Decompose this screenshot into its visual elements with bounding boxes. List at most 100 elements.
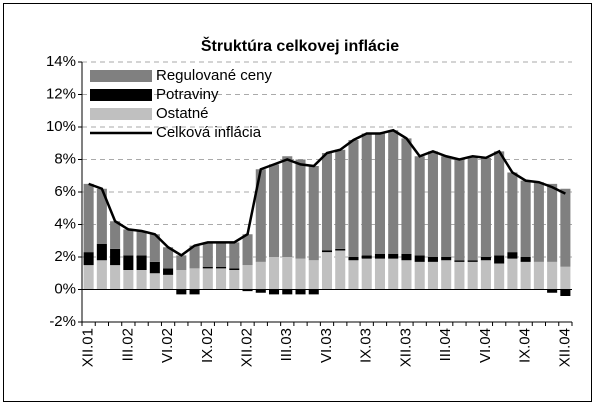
bar bbox=[388, 253, 399, 259]
bar bbox=[547, 183, 558, 262]
legend-label: Ostatné bbox=[156, 105, 209, 122]
bar bbox=[467, 156, 478, 261]
bar bbox=[282, 156, 293, 257]
bar bbox=[176, 289, 187, 295]
bar bbox=[494, 151, 505, 256]
bar bbox=[202, 266, 213, 269]
bar bbox=[533, 182, 544, 262]
bar bbox=[467, 260, 478, 262]
bar bbox=[348, 257, 359, 261]
bar bbox=[136, 255, 147, 270]
bar bbox=[414, 261, 425, 290]
bar bbox=[520, 180, 531, 257]
bar bbox=[149, 261, 160, 274]
bar bbox=[547, 261, 558, 290]
bar bbox=[83, 183, 94, 253]
bar bbox=[242, 234, 253, 266]
bar bbox=[361, 255, 372, 259]
bar bbox=[255, 169, 266, 262]
bar bbox=[520, 257, 531, 262]
bar bbox=[441, 156, 452, 257]
bar bbox=[110, 248, 121, 266]
bar bbox=[216, 266, 227, 269]
bar bbox=[268, 289, 280, 295]
bar bbox=[388, 258, 399, 290]
bar bbox=[507, 172, 518, 253]
bar bbox=[441, 260, 452, 290]
bar bbox=[189, 268, 200, 290]
bar bbox=[414, 255, 425, 262]
bar bbox=[427, 151, 438, 257]
bar bbox=[136, 231, 147, 256]
bar bbox=[255, 289, 266, 293]
bar bbox=[454, 261, 465, 290]
bar bbox=[229, 270, 240, 290]
x-tick-label: III.04 bbox=[437, 328, 454, 361]
bar bbox=[441, 257, 452, 261]
bar bbox=[123, 270, 134, 290]
bar bbox=[321, 252, 333, 290]
bar bbox=[83, 252, 94, 266]
bar bbox=[282, 289, 293, 295]
bar bbox=[229, 268, 240, 270]
bar bbox=[295, 159, 306, 259]
line bbox=[88, 128, 566, 257]
y-tick-label: -2% bbox=[49, 313, 76, 330]
bar bbox=[361, 258, 372, 290]
bar bbox=[335, 248, 346, 251]
bar bbox=[388, 130, 399, 254]
bar bbox=[560, 266, 571, 290]
bar bbox=[242, 265, 253, 290]
bar bbox=[560, 188, 571, 267]
bar bbox=[96, 188, 107, 244]
bar bbox=[507, 252, 518, 259]
y-tick-label: 14% bbox=[46, 53, 76, 70]
bar bbox=[480, 260, 491, 290]
bar bbox=[335, 250, 346, 290]
bar bbox=[467, 261, 478, 290]
bar bbox=[335, 149, 346, 249]
x-tick-label: XII.03 bbox=[397, 328, 414, 367]
y-tick-label: 2% bbox=[54, 248, 76, 265]
x-tick-label: XII.04 bbox=[556, 328, 573, 367]
legend-swatch bbox=[90, 108, 152, 120]
bar bbox=[295, 289, 306, 295]
bar bbox=[321, 250, 333, 253]
bar bbox=[401, 138, 412, 254]
bar bbox=[189, 245, 200, 269]
y-tick-label: 12% bbox=[46, 85, 76, 102]
x-tick-label: VI.03 bbox=[318, 328, 335, 363]
x-tick-label: XII.01 bbox=[80, 328, 97, 367]
bar bbox=[202, 268, 213, 290]
bar bbox=[216, 268, 227, 290]
legend-swatch bbox=[90, 70, 152, 82]
bar bbox=[494, 255, 505, 264]
bar bbox=[295, 258, 306, 290]
bar bbox=[110, 265, 121, 290]
bar bbox=[361, 133, 372, 256]
bar bbox=[308, 289, 319, 295]
bar bbox=[427, 257, 438, 262]
bar bbox=[401, 253, 412, 261]
bar bbox=[308, 260, 319, 290]
x-tick-label: III.02 bbox=[119, 328, 136, 361]
bar bbox=[176, 255, 187, 270]
bar bbox=[136, 270, 147, 290]
y-tick-label: 6% bbox=[54, 183, 76, 200]
bar bbox=[268, 257, 280, 290]
bar bbox=[520, 261, 531, 290]
bar bbox=[282, 257, 293, 290]
bar bbox=[533, 261, 544, 290]
bar bbox=[348, 140, 359, 257]
bar bbox=[83, 265, 94, 290]
bar bbox=[96, 244, 107, 261]
bar bbox=[149, 234, 160, 262]
bar bbox=[454, 159, 465, 261]
bar bbox=[149, 273, 160, 290]
bar bbox=[189, 289, 200, 295]
bar bbox=[321, 153, 333, 251]
y-tick-label: 8% bbox=[54, 150, 76, 167]
bar bbox=[229, 242, 240, 269]
bar bbox=[427, 261, 438, 290]
x-tick-label: IX.04 bbox=[517, 328, 534, 363]
